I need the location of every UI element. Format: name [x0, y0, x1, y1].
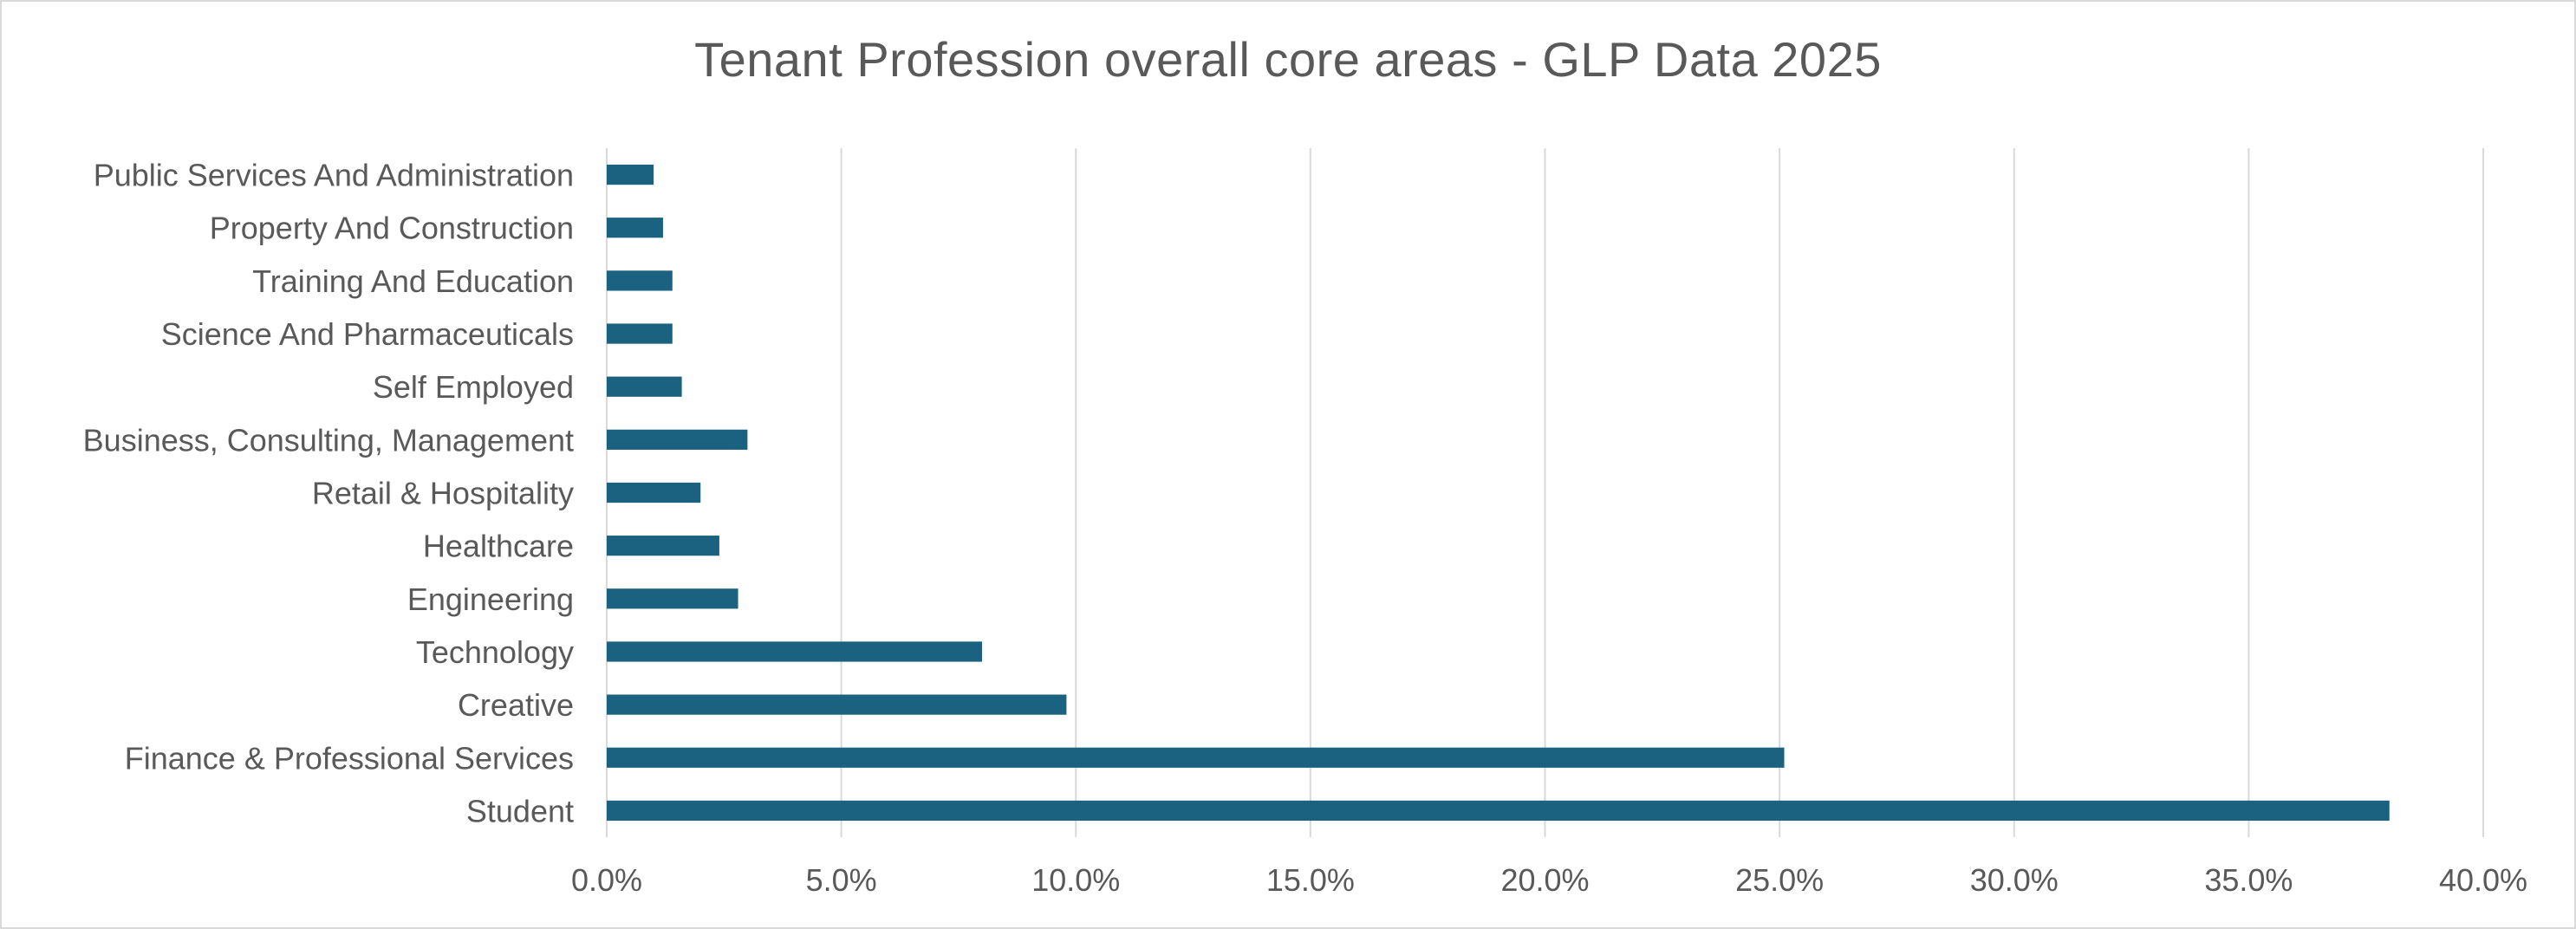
x-tick-label: 15.0% [1266, 862, 1355, 898]
bar [607, 536, 719, 556]
bar [607, 482, 701, 503]
bar [607, 694, 1067, 715]
category-label: Property And Construction [210, 211, 574, 246]
category-label: Technology [416, 634, 574, 670]
category-label: Finance & Professional Services [125, 740, 574, 776]
category-label: Engineering [407, 581, 574, 617]
bar [607, 218, 663, 238]
bar [607, 588, 738, 609]
category-label: Retail & Hospitality [312, 476, 574, 511]
category-label: Training And Education [252, 263, 574, 299]
bar [607, 376, 682, 397]
category-label: Healthcare [423, 529, 574, 564]
x-tick-label: 40.0% [2439, 862, 2527, 898]
bar [607, 641, 982, 662]
x-tick-label: 35.0% [2204, 862, 2293, 898]
category-label: Creative [458, 687, 574, 723]
x-tick-label: 25.0% [1735, 862, 1824, 898]
chart-title: Tenant Profession overall core areas - G… [694, 32, 1882, 87]
category-label: Self Employed [373, 369, 574, 405]
bar [607, 164, 654, 185]
x-tick-label: 10.0% [1031, 862, 1120, 898]
x-tick-labels: 0.0% 5.0% 10.0% 15.0% 20.0% 25.0% 30.0% 35.0% 40… [571, 862, 2527, 898]
bar [607, 800, 2390, 822]
category-label: Student [466, 793, 574, 828]
category-label: Business, Consulting, Management [83, 422, 574, 458]
bar [607, 747, 1785, 768]
x-tick-label: 0.0% [571, 862, 642, 898]
category-label: Science And Pharmaceuticals [161, 316, 574, 352]
x-tick-label: 20.0% [1500, 862, 1589, 898]
category-labels: Public Services And Administration Proper… [83, 158, 574, 829]
gridlines [606, 148, 2484, 837]
category-label: Public Services And Administration [94, 158, 574, 193]
bars [607, 164, 2390, 822]
bar [607, 270, 673, 291]
bar [607, 323, 673, 344]
x-tick-label: 5.0% [806, 862, 877, 898]
bar [607, 429, 748, 450]
x-tick-label: 30.0% [1970, 862, 2059, 898]
